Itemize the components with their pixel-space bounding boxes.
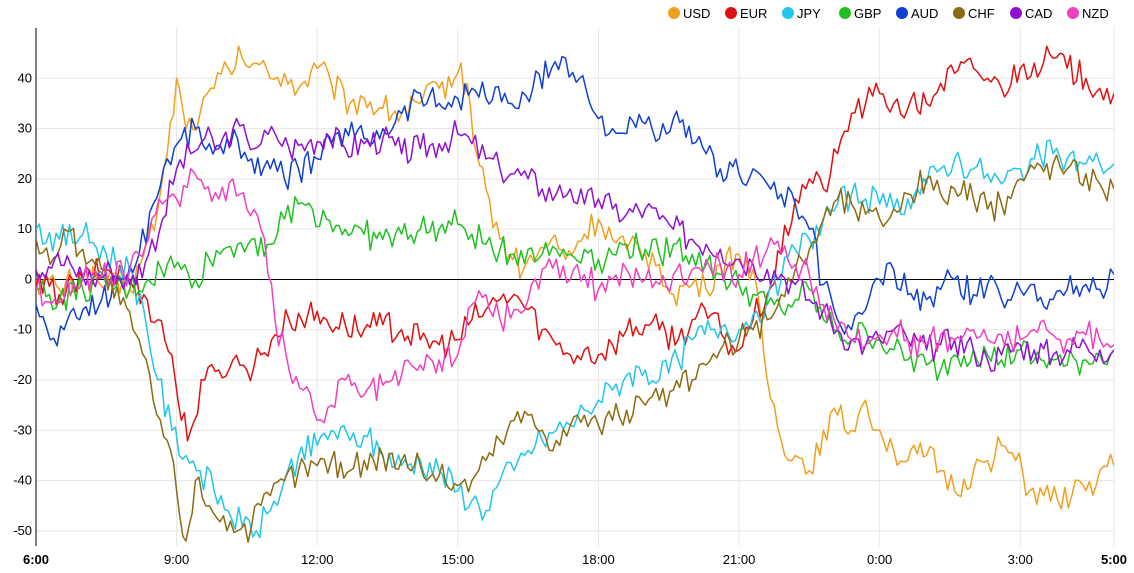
legend-label-cad: CAD bbox=[1025, 6, 1052, 21]
y-tick-label: -20 bbox=[13, 372, 32, 387]
legend-label-gbp: GBP bbox=[854, 6, 881, 21]
legend-marker-chf bbox=[953, 7, 965, 19]
x-tick-label: 21:00 bbox=[723, 552, 756, 567]
tick-labels: -50 -40 -30 -20 -10 0 10 20 30 40 6:00 9:00 12:00 15:… bbox=[13, 70, 1127, 567]
x-tick-label: 12:00 bbox=[301, 552, 334, 567]
series-line-aud bbox=[36, 55, 1114, 347]
x-tick-label: 9:00 bbox=[164, 552, 189, 567]
series-line-gbp bbox=[36, 195, 1114, 382]
legend-label-chf: CHF bbox=[968, 6, 995, 21]
series-line-jpy bbox=[36, 139, 1114, 539]
legend-marker-usd bbox=[668, 7, 680, 19]
axes bbox=[35, 28, 1114, 546]
legend-label-usd: USD bbox=[683, 6, 710, 21]
grid-lines bbox=[36, 28, 1115, 546]
y-tick-label: -10 bbox=[13, 322, 32, 337]
series-line-chf bbox=[36, 154, 1114, 543]
legend-marker-aud bbox=[896, 7, 908, 19]
x-tick-label: 0:00 bbox=[867, 552, 892, 567]
legend-marker-eur bbox=[725, 7, 737, 19]
x-tick-label: 5:00 bbox=[1101, 552, 1127, 567]
y-tick-label: 20 bbox=[18, 171, 32, 186]
y-tick-label: 0 bbox=[25, 271, 32, 286]
series-line-cad bbox=[36, 117, 1114, 372]
x-tick-label: 6:00 bbox=[23, 552, 49, 567]
x-tick-label: 18:00 bbox=[582, 552, 615, 567]
y-tick-label: 40 bbox=[18, 70, 32, 85]
legend-marker-gbp bbox=[839, 7, 851, 19]
y-tick-label: -40 bbox=[13, 473, 32, 488]
legend-marker-jpy bbox=[782, 7, 794, 19]
series-lines bbox=[36, 45, 1114, 543]
legend-label-eur: EUR bbox=[740, 6, 767, 21]
legend-label-nzd: NZD bbox=[1082, 6, 1109, 21]
legend-label-aud: AUD bbox=[911, 6, 938, 21]
y-tick-label: 30 bbox=[18, 121, 32, 136]
series-line-nzd bbox=[36, 168, 1114, 424]
x-tick-label: 15:00 bbox=[442, 552, 475, 567]
legend-label-jpy: JPY bbox=[797, 6, 821, 21]
y-tick-label: -30 bbox=[13, 422, 32, 437]
legend: USD EUR JPY GBP AUD CHF CAD NZD bbox=[668, 6, 1109, 21]
series-line-eur bbox=[36, 45, 1114, 442]
legend-marker-nzd bbox=[1067, 7, 1079, 19]
legend-marker-cad bbox=[1010, 7, 1022, 19]
x-tick-label: 3:00 bbox=[1008, 552, 1033, 567]
y-tick-label: 10 bbox=[18, 221, 32, 236]
y-tick-label: -50 bbox=[13, 523, 32, 538]
